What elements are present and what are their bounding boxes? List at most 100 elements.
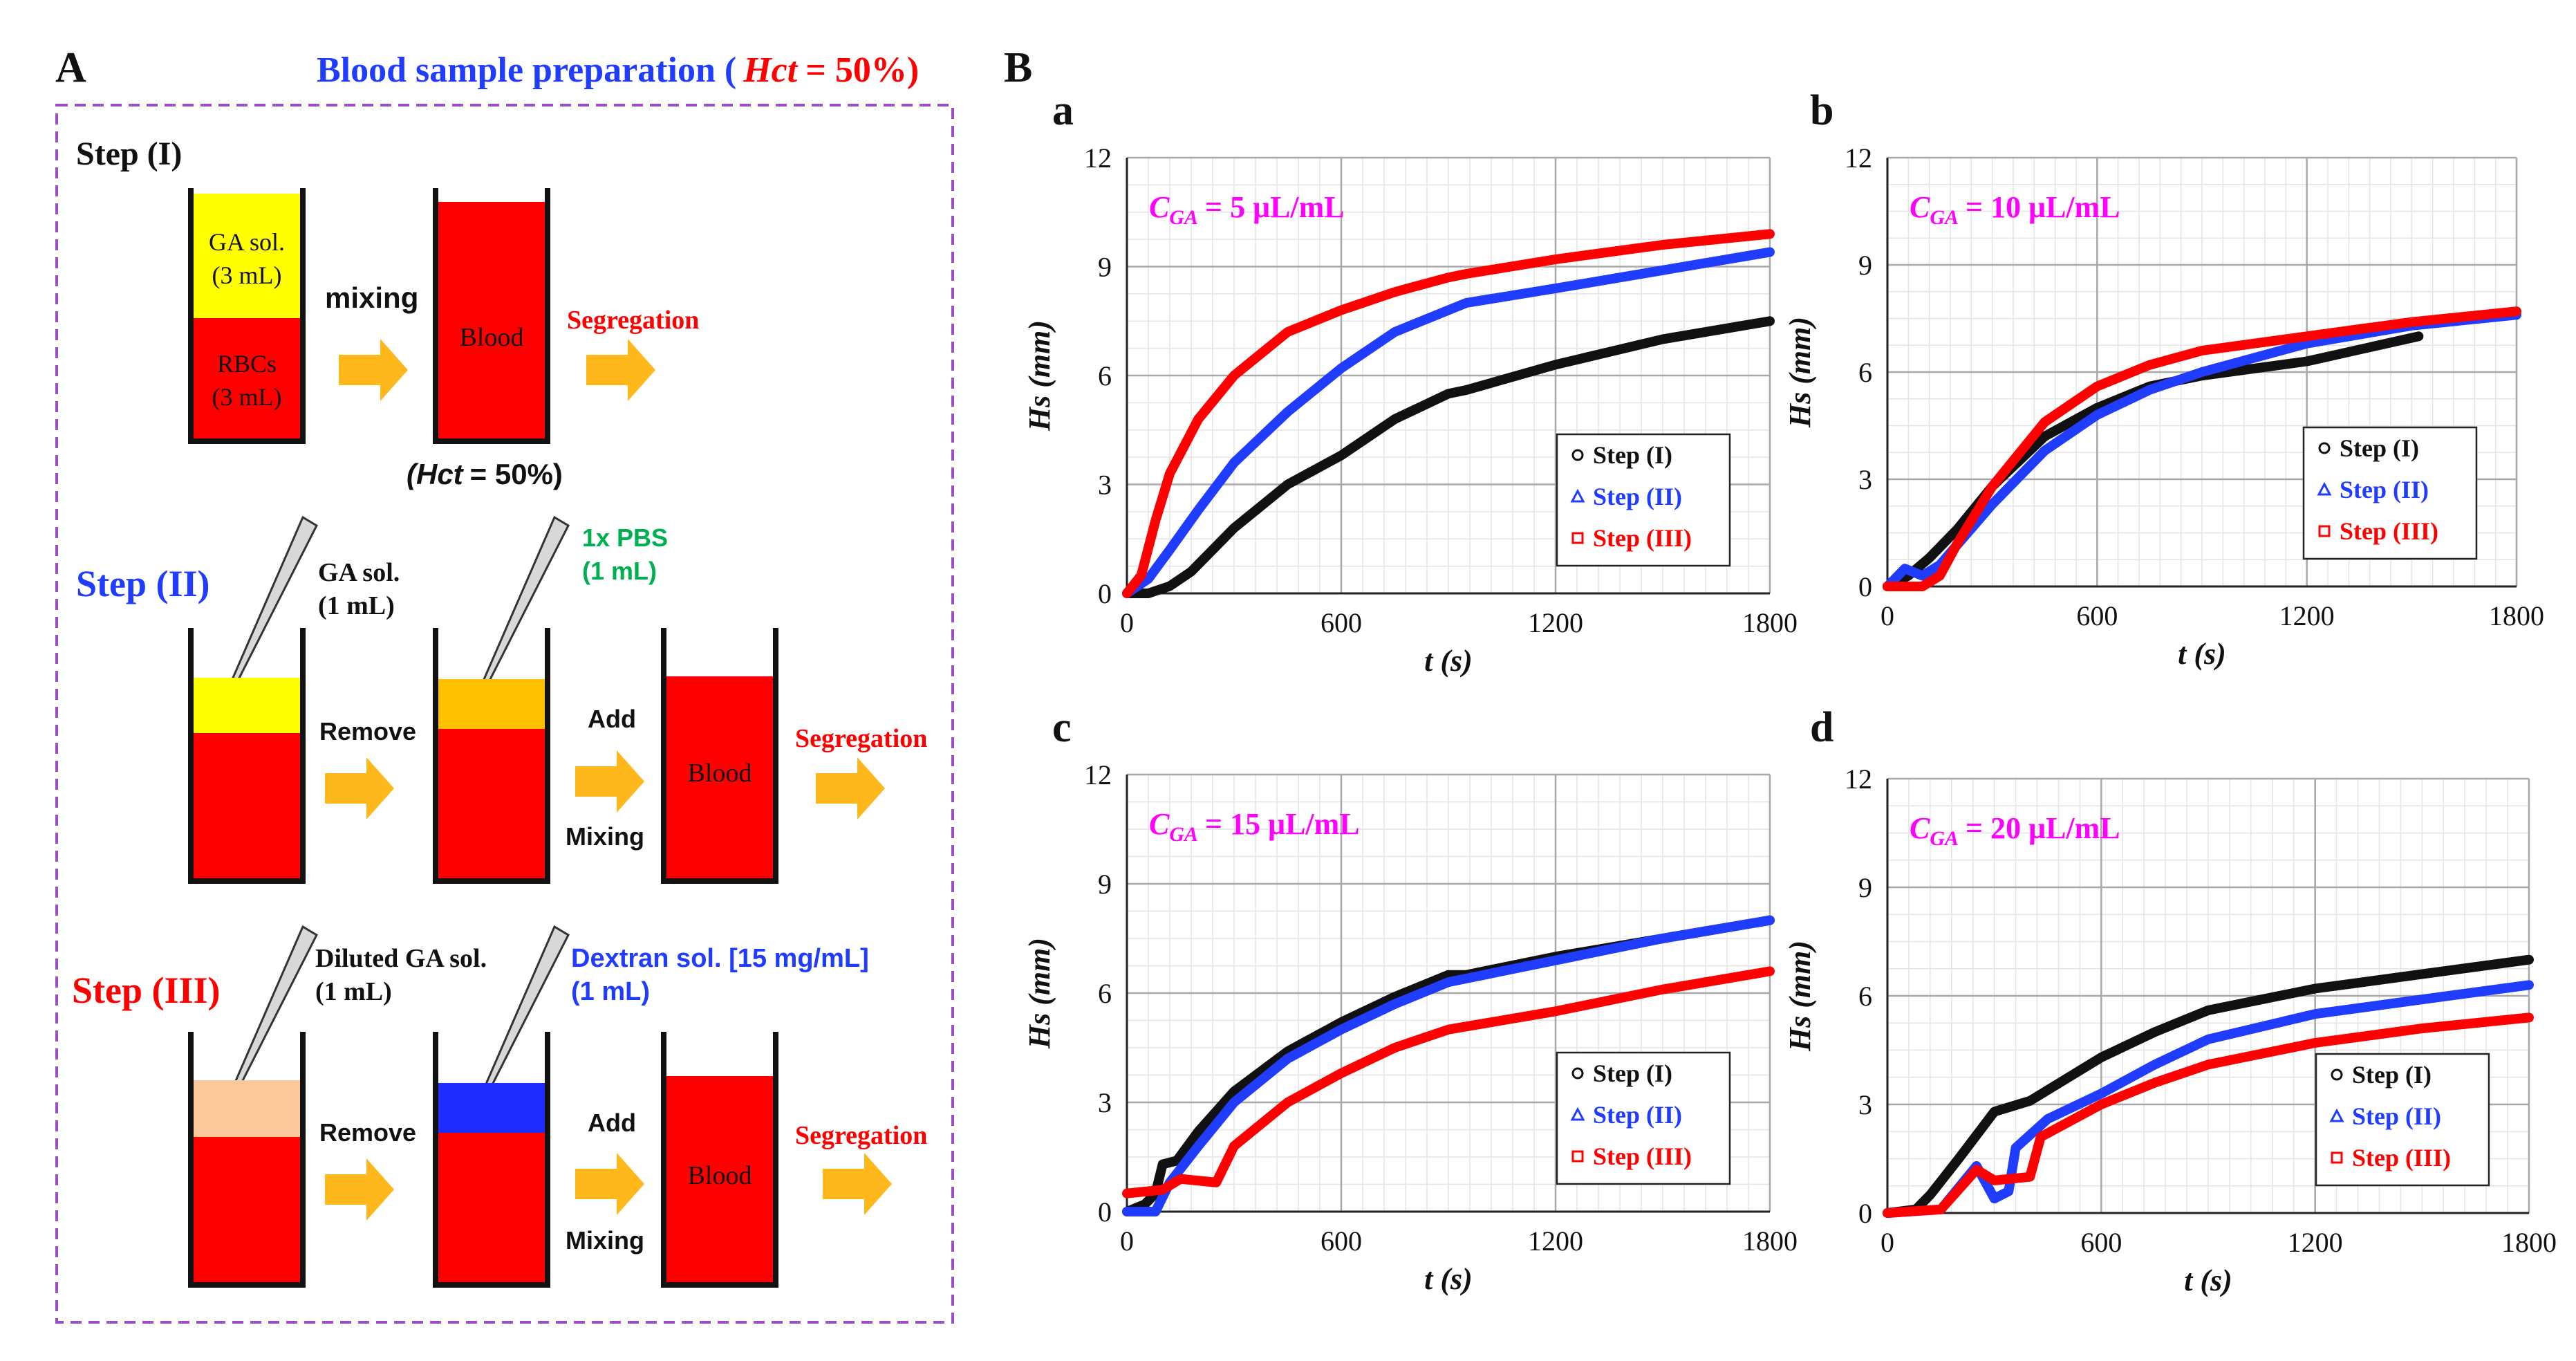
panel-a-title-prefix: Blood sample preparation ( bbox=[317, 50, 736, 90]
y-tick-label: 9 bbox=[1858, 250, 1872, 281]
step3-tube2-rbc-layer bbox=[436, 1133, 548, 1285]
legend-entry-2: Step (II) bbox=[1593, 483, 1682, 510]
x-tick-label: 1200 bbox=[2279, 600, 2335, 631]
panel-b-letter: B bbox=[1004, 44, 1032, 91]
step3-pipette1-line1: Diluted GA sol. bbox=[315, 944, 487, 973]
panel-a-title-hct: Hct bbox=[743, 50, 799, 90]
legend-entry-3: Step (III) bbox=[2340, 517, 2438, 545]
x-tick-label: 0 bbox=[1120, 607, 1134, 638]
step3-mixing-label: Mixing bbox=[566, 1226, 644, 1254]
step2-tube-blood: Blood bbox=[661, 628, 778, 884]
step3-pipette1-line2: (1 mL) bbox=[315, 977, 392, 1006]
step2-add-label: Add bbox=[588, 705, 636, 733]
y-tick-label: 0 bbox=[1858, 571, 1872, 602]
step2-tube-1 bbox=[188, 628, 306, 884]
step3-arrow-3 bbox=[823, 1153, 892, 1215]
x-tick-label: 1200 bbox=[1528, 607, 1583, 638]
step2-mixing-label: Mixing bbox=[566, 822, 644, 851]
step3-tube-blood: Blood bbox=[661, 1032, 778, 1288]
chart-letter: b bbox=[1810, 87, 1833, 134]
step2-blood-fill bbox=[664, 676, 776, 881]
x-axis-label: t (s) bbox=[2184, 1263, 2232, 1297]
panel-a-title-suffix: = 50%) bbox=[805, 50, 919, 90]
y-tick-label: 3 bbox=[1098, 1087, 1112, 1118]
step2-label: Step (II) bbox=[76, 563, 210, 604]
panel-a-letter: A bbox=[55, 44, 86, 91]
x-tick-label: 0 bbox=[1120, 1225, 1134, 1257]
step2-tube1-rbc-layer bbox=[191, 733, 303, 881]
step2-blood-label: Blood bbox=[688, 759, 752, 788]
series-line-3 bbox=[1883, 306, 2521, 591]
concentration-annotation: CGA = 5 μL/mL bbox=[1149, 190, 1345, 229]
series-line-2 bbox=[1883, 310, 2521, 591]
x-axis-label: t (s) bbox=[2178, 637, 2226, 671]
series-line-3 bbox=[1122, 966, 1775, 1198]
step3-dextran-line1: Dextran sol. [15 mg/mL] bbox=[571, 944, 869, 973]
legend-marker-1 bbox=[1571, 449, 1584, 461]
series-line-2 bbox=[1122, 247, 1775, 598]
step1-mixing-label: mixing bbox=[325, 281, 418, 314]
step3-tube-1 bbox=[188, 1032, 306, 1288]
y-axis-label: Hs (mm) bbox=[1023, 320, 1056, 432]
legend-entry-2: Step (II) bbox=[2340, 476, 2429, 503]
step3-tube1-ga-layer bbox=[191, 1080, 303, 1137]
step3-add-label: Add bbox=[588, 1109, 636, 1137]
step1-arrow-2 bbox=[586, 339, 655, 401]
step2-tube2-pbs-layer bbox=[436, 679, 548, 729]
legend-box bbox=[2315, 1053, 2490, 1187]
step1-rbc-layer bbox=[191, 318, 303, 441]
step1-hct-var: (Hct bbox=[407, 458, 465, 490]
step2-remove-label: Remove bbox=[319, 717, 416, 746]
step1-hct-note: (Hct = 50%) bbox=[407, 458, 563, 490]
step2-pbs-line1: 1x PBS bbox=[582, 524, 668, 552]
legend-entry-2: Step (II) bbox=[1593, 1101, 1682, 1129]
x-tick-label: 600 bbox=[1320, 1225, 1362, 1257]
step2-arrow-2 bbox=[575, 750, 644, 813]
legend-marker-2 bbox=[1570, 488, 1585, 503]
step3-tube2-dextran-layer bbox=[436, 1083, 548, 1133]
step1-blood-outline bbox=[433, 188, 550, 444]
step3-remove-label: Remove bbox=[319, 1118, 416, 1147]
step1-rbc-line2: (3 mL) bbox=[212, 383, 282, 411]
legend-marker-2 bbox=[1570, 1107, 1585, 1121]
chart-c: 0 600 1200 1800 0 3 6 9 12 t (s) Hs (mm) c CGA = 15 μ… bbox=[1023, 704, 1798, 1296]
chart-legend: Step (I) Step (II) Step (III) bbox=[2315, 1053, 2490, 1187]
chart-d: 0 600 1200 1800 0 3 6 9 12 t (s) Hs (mm) d CGA = 20 μ… bbox=[1783, 704, 2557, 1297]
step2-arrow-1 bbox=[325, 757, 394, 820]
y-tick-label: 0 bbox=[1098, 578, 1112, 609]
y-axis-label: Hs (mm) bbox=[1783, 317, 1817, 428]
legend-marker-1 bbox=[1571, 1067, 1584, 1080]
legend-marker-3 bbox=[2331, 1151, 2343, 1164]
x-tick-label: 1800 bbox=[1742, 607, 1798, 638]
legend-entry-3: Step (III) bbox=[1593, 524, 1692, 552]
legend-marker-1 bbox=[2331, 1068, 2343, 1081]
y-tick-label: 9 bbox=[1858, 872, 1872, 903]
series-line-3 bbox=[1122, 229, 1775, 598]
step2-pipette1-line1: GA sol. bbox=[318, 558, 400, 587]
x-axis-label: t (s) bbox=[1424, 644, 1473, 678]
step1-rbc-line1: RBCs bbox=[217, 350, 277, 378]
legend-entry-1: Step (I) bbox=[2340, 434, 2419, 462]
x-tick-label: 600 bbox=[2076, 600, 2118, 631]
x-tick-label: 0 bbox=[1880, 1227, 1894, 1258]
chart-letter: d bbox=[1810, 704, 1833, 751]
y-tick-label: 0 bbox=[1858, 1198, 1872, 1229]
legend-entry-1: Step (I) bbox=[2352, 1061, 2432, 1089]
y-tick-label: 9 bbox=[1098, 252, 1112, 283]
step1-blood-label: Blood bbox=[460, 323, 524, 352]
chart-legend: Step (I) Step (II) Step (III) bbox=[1556, 433, 1731, 567]
legend-marker-1 bbox=[2318, 442, 2331, 454]
step2-pbs-line2: (1 mL) bbox=[582, 557, 657, 585]
y-tick-label: 6 bbox=[1098, 360, 1112, 391]
step3-tube-2 bbox=[433, 1032, 550, 1288]
series-line-1 bbox=[1883, 954, 2534, 1218]
x-tick-label: 0 bbox=[1880, 600, 1894, 631]
concentration-annotation: CGA = 20 μL/mL bbox=[1910, 811, 2120, 850]
x-tick-label: 1200 bbox=[2288, 1227, 2343, 1258]
x-tick-label: 600 bbox=[1320, 607, 1362, 638]
y-tick-label: 12 bbox=[1084, 759, 1112, 790]
chart-legend: Step (I) Step (II) Step (III) bbox=[2302, 426, 2478, 560]
step1-tube-outline bbox=[188, 188, 306, 444]
